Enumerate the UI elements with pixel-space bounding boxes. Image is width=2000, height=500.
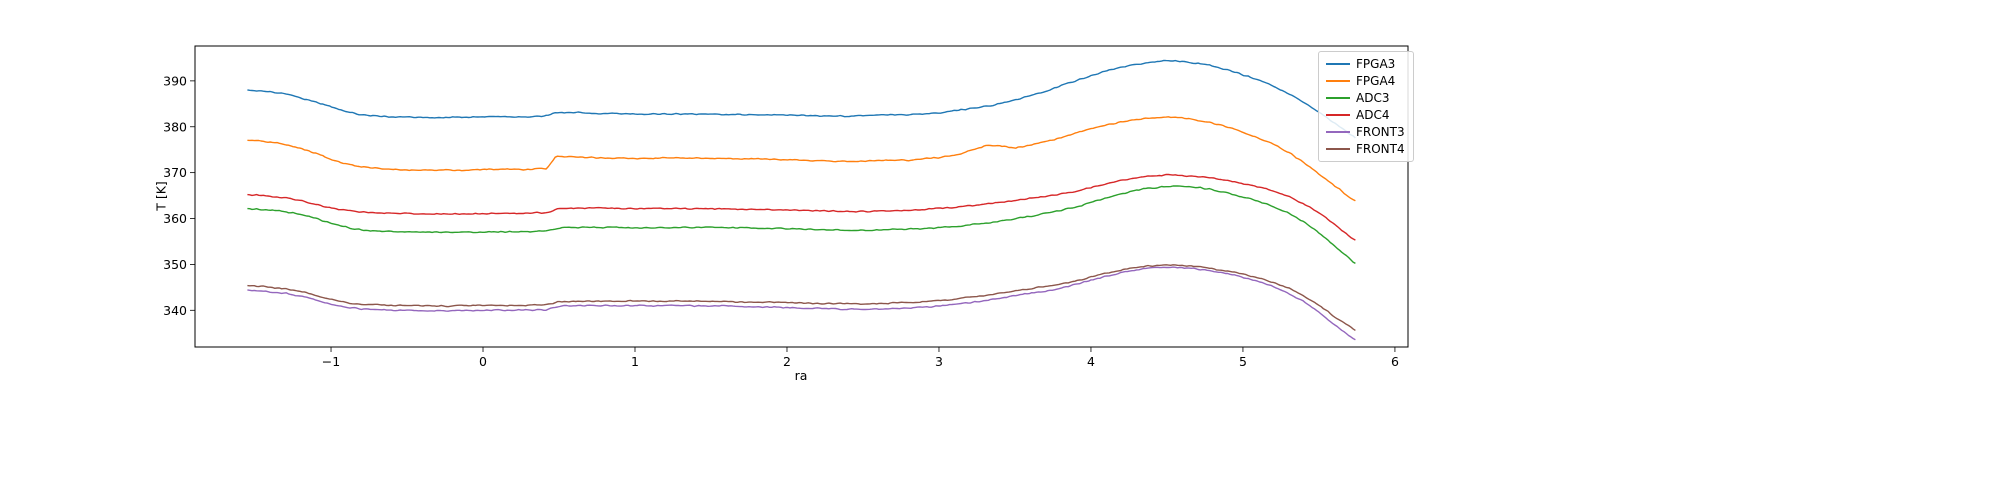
- x-tick-label: 2: [783, 354, 791, 369]
- legend-item-front3: FRONT3: [1326, 125, 1405, 139]
- legend-label: FPGA3: [1356, 57, 1396, 71]
- y-tick-label: 380: [163, 119, 187, 134]
- y-tick-label: 370: [163, 165, 187, 180]
- x-tick-label: 0: [479, 354, 487, 369]
- legend-line-sample-icon: [1326, 97, 1350, 99]
- y-axis-label: T [K]: [153, 181, 169, 211]
- legend-line-sample-icon: [1326, 131, 1350, 133]
- legend-item-fpga4: FPGA4: [1326, 74, 1405, 88]
- legend-label: FPGA4: [1356, 74, 1396, 88]
- y-tick-label: 360: [163, 211, 187, 226]
- legend-line-sample-icon: [1326, 63, 1350, 65]
- series-line-adc4: [247, 173, 1356, 241]
- series-line-front4: [247, 264, 1356, 331]
- x-tick-label: −1: [322, 354, 340, 369]
- legend-label: FRONT4: [1356, 142, 1405, 156]
- series-line-fpga4: [247, 116, 1356, 202]
- x-tick-label: 3: [935, 354, 943, 369]
- legend-item-adc4: ADC4: [1326, 108, 1405, 122]
- y-tick-label: 350: [163, 257, 187, 272]
- axes-frame: [194, 45, 1409, 348]
- legend-line-sample-icon: [1326, 114, 1350, 116]
- x-tick-label: 4: [1087, 354, 1095, 369]
- series-line-fpga3: [247, 59, 1356, 139]
- legend-label: ADC4: [1356, 108, 1390, 122]
- y-tick-label: 390: [163, 73, 187, 88]
- x-axis-label: ra: [794, 368, 808, 383]
- x-tick-label: 5: [1239, 354, 1247, 369]
- legend-item-front4: FRONT4: [1326, 142, 1405, 156]
- legend-line-sample-icon: [1326, 80, 1350, 82]
- series-line-front3: [247, 266, 1356, 341]
- legend-item-adc3: ADC3: [1326, 91, 1405, 105]
- y-tick-label: 340: [163, 303, 187, 318]
- legend-item-fpga3: FPGA3: [1326, 57, 1405, 71]
- legend-label: FRONT3: [1356, 125, 1405, 139]
- legend-line-sample-icon: [1326, 148, 1350, 150]
- series-line-adc3: [247, 185, 1356, 265]
- x-tick-label: 6: [1391, 354, 1399, 369]
- x-tick-label: 1: [631, 354, 639, 369]
- legend-label: ADC3: [1356, 91, 1390, 105]
- legend: FPGA3 FPGA4 ADC3 ADC4 FRONT3 FRONT4: [1318, 51, 1414, 162]
